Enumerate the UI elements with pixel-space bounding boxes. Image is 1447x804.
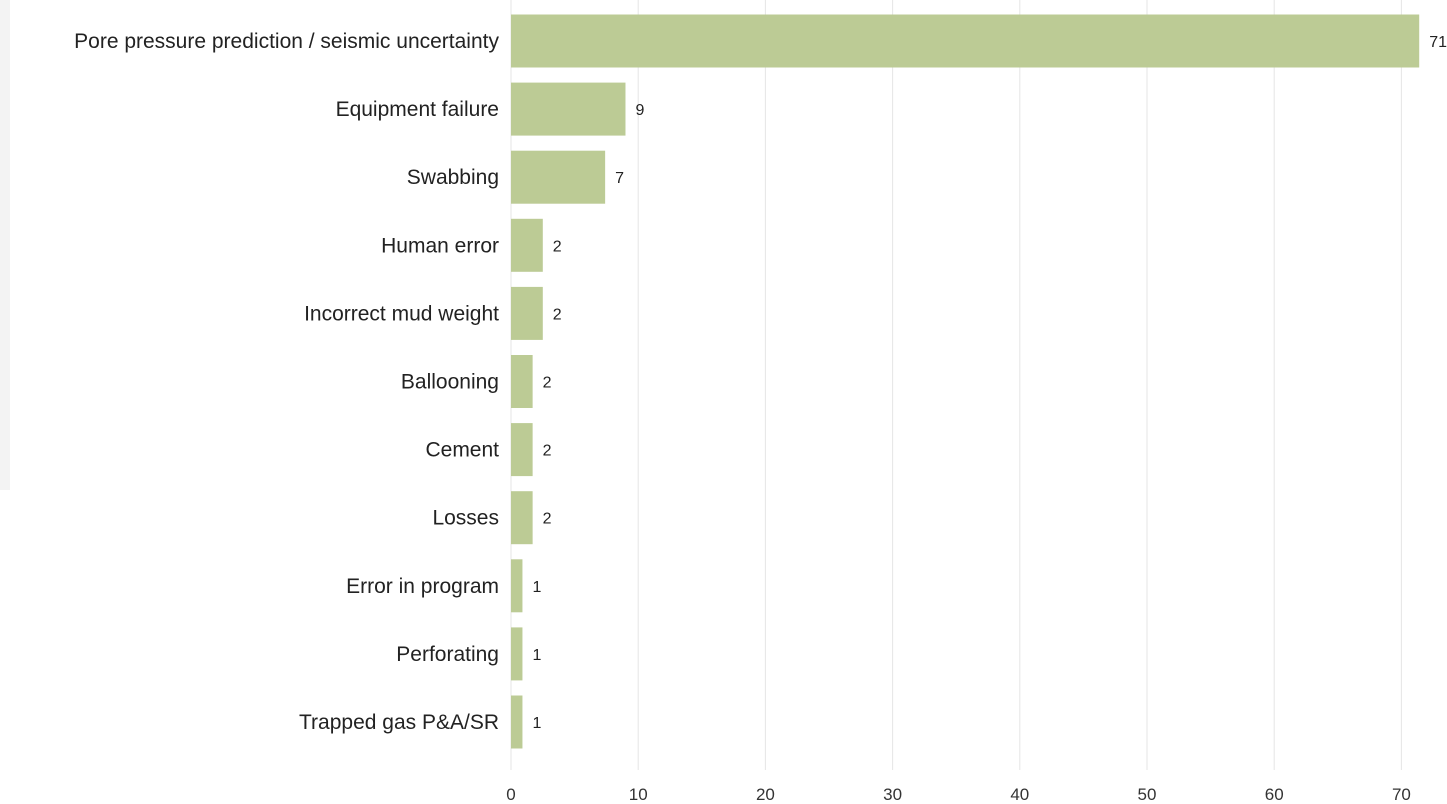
data-label: 1: [532, 647, 541, 664]
data-label: 2: [553, 238, 562, 255]
left-edge-strip: [0, 0, 10, 490]
category-labels: Pore pressure prediction / seismic uncer…: [74, 30, 499, 734]
data-label: 7: [615, 170, 624, 187]
bar: [511, 355, 533, 408]
data-label: 2: [543, 375, 552, 392]
x-tick-label: 30: [883, 785, 902, 804]
data-label: 9: [635, 102, 644, 119]
x-tick-label: 70: [1392, 785, 1411, 804]
data-label: 2: [553, 306, 562, 323]
category-label: Perforating: [396, 643, 499, 666]
bar: [511, 695, 523, 749]
category-label: Cement: [425, 439, 499, 462]
bar: [511, 491, 533, 545]
bar: [511, 627, 523, 681]
category-label: Ballooning: [401, 371, 499, 394]
bar: [511, 82, 626, 136]
bar: [511, 218, 543, 272]
category-label: Equipment failure: [336, 98, 499, 121]
x-tick-label: 20: [756, 785, 775, 804]
x-tick-label: 0: [506, 785, 515, 804]
category-label: Trapped gas P&A/SR: [299, 711, 499, 734]
bar: [511, 286, 543, 340]
x-tick-label: 50: [1138, 785, 1157, 804]
data-label: 2: [543, 443, 552, 460]
bar: [511, 150, 606, 204]
x-tick-label: 40: [1010, 785, 1029, 804]
data-label: 1: [532, 579, 541, 596]
data-label: 1: [532, 715, 541, 732]
category-label: Error in program: [346, 575, 499, 598]
bar: [511, 559, 523, 613]
x-tick-label: 10: [629, 785, 648, 804]
category-label: Losses: [432, 507, 499, 530]
category-label: Swabbing: [407, 166, 499, 189]
category-label: Incorrect mud weight: [304, 302, 499, 325]
data-labels: 71 9 7 2 2 2 2 2 1 1 1: [532, 34, 1447, 732]
gridlines: [510, 0, 1402, 770]
bars: [511, 14, 1420, 749]
category-label: Pore pressure prediction / seismic uncer…: [74, 30, 499, 53]
x-tick-label: 60: [1265, 785, 1284, 804]
category-label: Human error: [381, 234, 499, 257]
data-label: 2: [543, 511, 552, 528]
bar: [511, 423, 533, 477]
bar: [511, 14, 1420, 68]
x-axis-ticks: 0 10 20 30 40 50 60 70: [506, 785, 1411, 804]
data-label: 71: [1429, 34, 1447, 51]
